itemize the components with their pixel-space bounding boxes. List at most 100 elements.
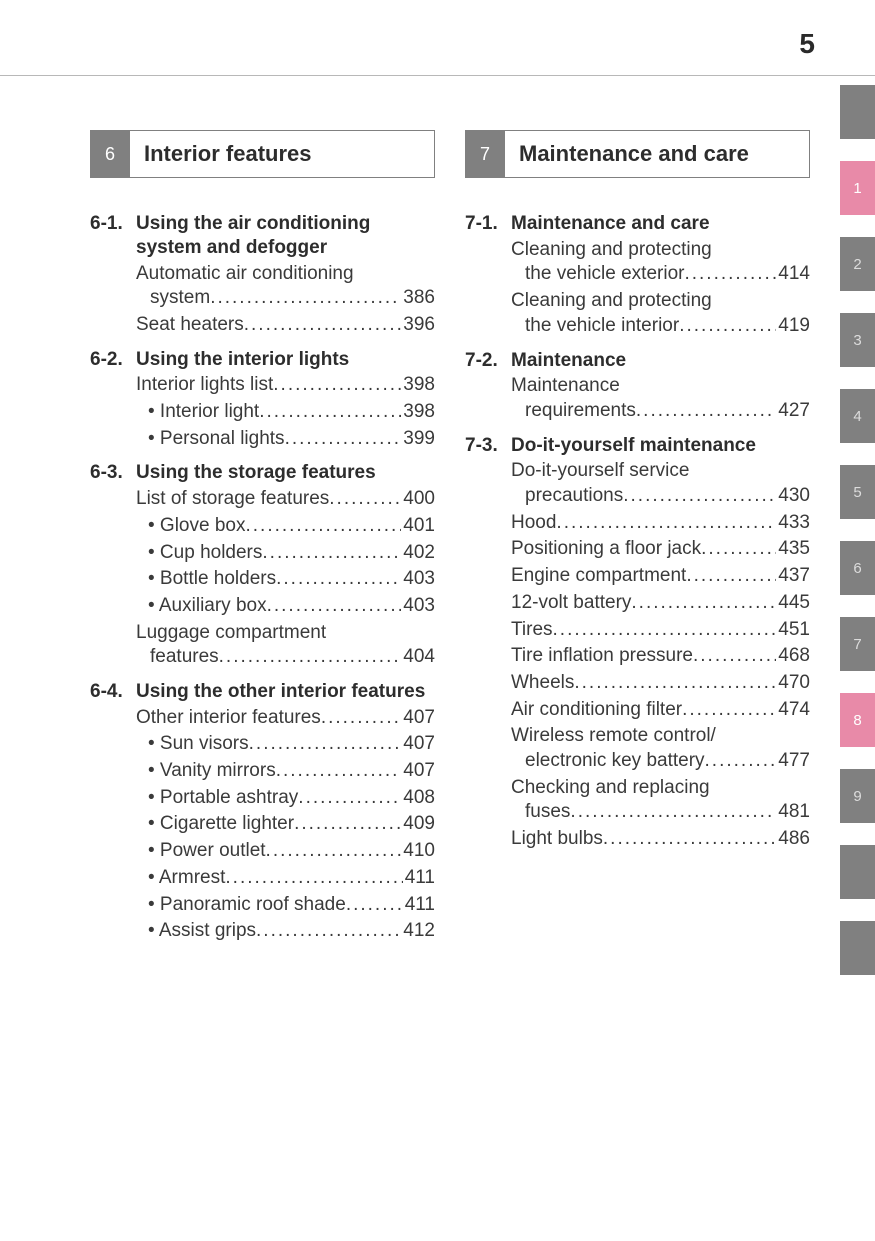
entry-page: 396 [401,313,435,338]
side-tab: 8 [840,693,875,747]
entry-line: Do-it-yourself service [511,459,810,484]
entry-text-cont: the vehicle exterior [511,262,684,287]
entry-line: • Glove box401 [148,514,435,539]
leader-dots [346,893,403,918]
chapter-tab-7: 7 [465,130,505,178]
side-tab [840,845,875,899]
chapter-header-6: 6 Interior features [90,130,435,178]
entry-text-cont: electronic key battery [511,749,705,774]
leader-dots [574,671,776,696]
entry-text: • Cup holders [148,541,262,566]
entry-text: • Vanity mirrors [148,759,276,784]
leader-dots [294,812,401,837]
entry-text: Seat heaters [136,313,244,338]
side-tab [840,85,875,139]
entry-page: 408 [401,786,435,811]
entry-line: • Armrest411 [148,866,435,891]
entry-line: features404 [136,645,435,670]
toc-entry: Seat heaters 396 [136,313,435,338]
entry-page: 398 [401,400,435,425]
entry-text: Tires [511,618,553,643]
entry-text: Luggage compartment [136,621,326,646]
entry-page: 410 [401,839,435,864]
entry-text: • Portable ashtray [148,786,298,811]
entry-text-cont: requirements [511,399,636,424]
entry-line: fuses481 [511,800,810,825]
section-title: Maintenance and care [511,212,710,236]
toc-entry: Wheels470 [511,671,810,696]
leader-dots [225,866,402,891]
leader-dots [256,919,401,944]
entry-page: 412 [401,919,435,944]
section-title: Maintenance [511,349,626,373]
entry-line: • Bottle holders403 [148,567,435,592]
leader-dots [636,399,776,424]
page-number: 5 [799,28,815,60]
entry-text: • Bottle holders [148,567,276,592]
toc-section: 6-4.Using the other interior featuresOth… [90,680,435,944]
entry-page: 411 [403,866,435,891]
section-entries: Automatic air conditioningsystem386Seat … [90,262,435,338]
entry-text: • Power outlet [148,839,266,864]
toc-entry: • Cigarette lighter 409 [136,812,435,837]
entry-page: 403 [401,594,435,619]
leader-dots [267,594,402,619]
entry-text: Interior lights list [136,373,273,398]
entry-text-cont: features [136,645,219,670]
section-heading-row: 6-2.Using the interior lights [90,348,435,372]
entry-text: 12-volt battery [511,591,631,616]
entry-line: Tires451 [511,618,810,643]
entry-line: Hood433 [511,511,810,536]
section-number: 7-2. [465,350,511,372]
entry-page: 402 [401,541,435,566]
entry-text-cont: precautions [511,484,623,509]
toc-entry: Tires451 [511,618,810,643]
leader-dots [693,644,776,669]
entry-line: • Interior light398 [148,400,435,425]
toc-columns: 6 Interior features 6-1.Using the air co… [90,130,810,954]
leader-dots [210,286,401,311]
entry-line: • Auxiliary box 403 [148,594,435,619]
entry-text: List of storage features [136,487,329,512]
chapter-title-6: Interior features [130,130,435,178]
entry-text: • Cigarette lighter [148,812,294,837]
toc-section: 7-1.Maintenance and careCleaning and pro… [465,212,810,339]
section-number: 7-3. [465,435,511,457]
entry-line: Tire inflation pressure468 [511,644,810,669]
entry-page: 398 [401,373,435,398]
entry-text: Hood [511,511,556,536]
section-number: 7-1. [465,213,511,235]
section-entries: Cleaning and protectingthe vehicle exter… [465,238,810,339]
entry-page: 486 [776,827,810,852]
toc-entry: Automatic air conditioningsystem386 [136,262,435,311]
entry-line: Light bulbs486 [511,827,810,852]
toc-entry: Other interior features407 [136,706,435,731]
entry-text: • Auxiliary box [148,594,267,619]
leader-dots [285,427,402,452]
entry-page: 401 [401,514,435,539]
entry-page: 419 [776,314,810,339]
section-entries: List of storage features400• Glove box40… [90,487,435,670]
entry-line: Other interior features407 [136,706,435,731]
leader-dots [329,487,401,512]
toc-entry: Cleaning and protectingthe vehicle inter… [511,289,810,338]
entry-text: Checking and replacing [511,776,710,801]
section-number: 6-3. [90,462,136,484]
entry-page: 470 [776,671,810,696]
entry-line: • Portable ashtray 408 [148,786,435,811]
entry-page: 409 [401,812,435,837]
section-heading-row: 7-2.Maintenance [465,349,810,373]
leader-dots [701,537,776,562]
toc-entry: • Cup holders 402 [136,541,435,566]
entry-page: 435 [776,537,810,562]
toc-entry: Cleaning and protectingthe vehicle exter… [511,238,810,287]
toc-entry: • Interior light398 [136,400,435,425]
entry-page: 407 [401,706,435,731]
toc-entry: Hood433 [511,511,810,536]
entry-page: 407 [401,759,435,784]
section-title: Using the air conditioning system and de… [136,212,435,260]
section-number: 6-2. [90,349,136,371]
manual-page: 5 6 Interior features 6-1.Using the air … [0,0,875,1241]
chapter-title-7: Maintenance and care [505,130,810,178]
section-entries: Do-it-yourself serviceprecautions430Hood… [465,459,810,851]
